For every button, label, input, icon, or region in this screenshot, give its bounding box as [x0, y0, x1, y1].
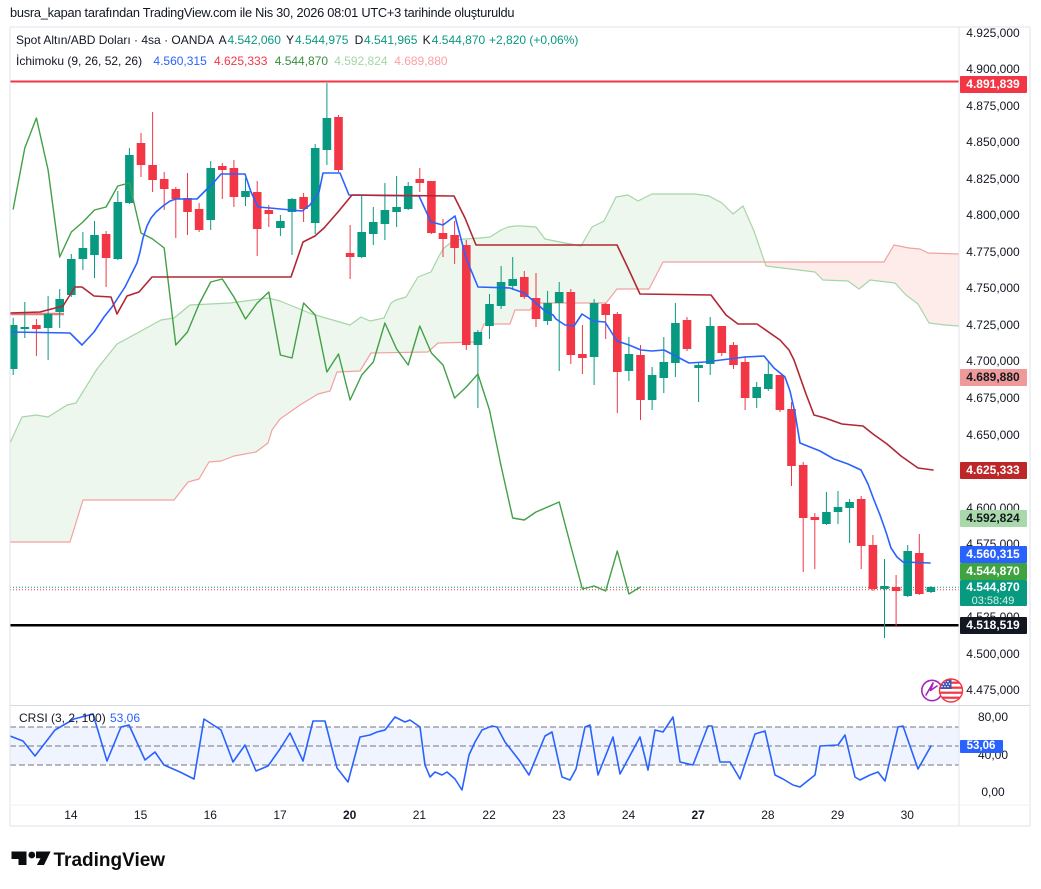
svg-text:TradingView: TradingView — [54, 850, 166, 871]
